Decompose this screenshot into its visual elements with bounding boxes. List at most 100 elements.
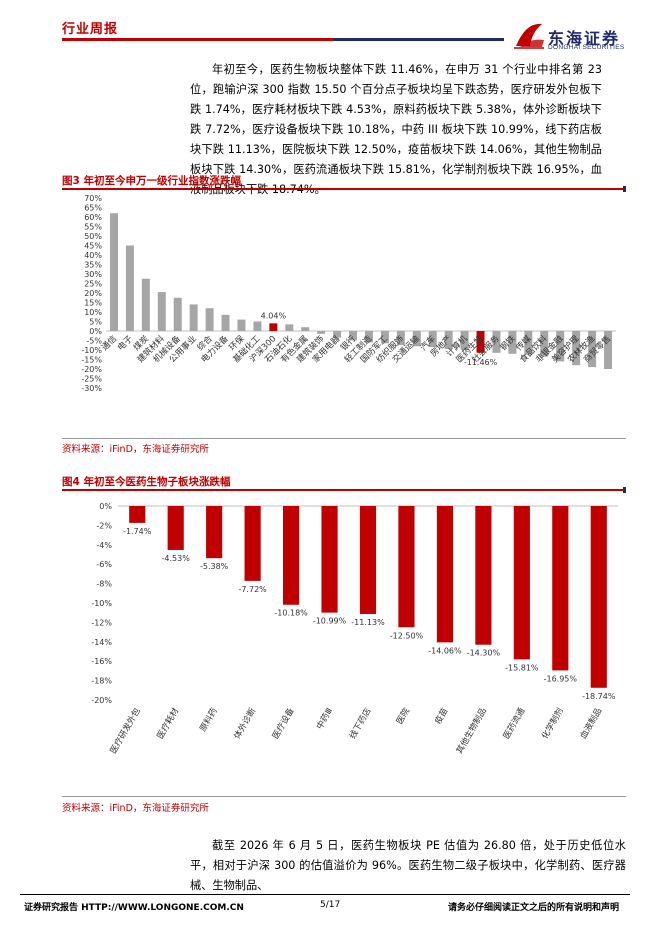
bar xyxy=(572,331,581,366)
figure3-source: 资料来源：iFinD，东海证券研究所 xyxy=(62,444,209,455)
data-label: -11.46% xyxy=(464,358,498,367)
bar xyxy=(205,308,214,331)
bar xyxy=(167,506,184,550)
data-label: -14.30% xyxy=(467,649,501,658)
bar xyxy=(364,331,373,343)
category-label: 疫苗 xyxy=(432,706,450,727)
data-label: -5.38% xyxy=(200,562,229,571)
bar xyxy=(396,331,405,346)
category-label: 血液制品 xyxy=(578,706,605,741)
bar xyxy=(492,331,501,353)
bar xyxy=(552,506,569,671)
data-label: -11.13% xyxy=(351,618,385,627)
data-label: -16.95% xyxy=(544,674,578,683)
bar xyxy=(476,331,485,353)
bar xyxy=(301,327,310,331)
bar xyxy=(556,331,565,362)
y-tick-label: -16% xyxy=(91,657,112,666)
bar xyxy=(513,506,530,660)
category-label: 化学制剂 xyxy=(539,706,566,741)
bar xyxy=(412,331,421,347)
bar xyxy=(333,331,342,338)
data-label: -18.74% xyxy=(582,692,616,701)
bar xyxy=(125,245,134,331)
bar xyxy=(269,323,278,331)
y-tick-label: 40% xyxy=(84,251,102,260)
figure3-chart: 70%65%60%55%50%45%40%35%30%25%20%15%10%5… xyxy=(81,194,616,393)
bar xyxy=(157,292,166,331)
y-tick-label: -25% xyxy=(81,375,102,384)
bar xyxy=(524,331,533,355)
body-paragraph-2: 截至 2026 年 6 月 5 日，医药生物板块 PE 估值为 26.80 倍，… xyxy=(190,836,626,896)
paragraph-text: 截至 2026 年 6 月 5 日，医药生物板块 PE 估值为 26.80 倍，… xyxy=(190,839,626,892)
body-paragraph-1: 年初至今，医药生物板块整体下跌 11.46%，在申万 31 个行业中排名第 23… xyxy=(190,60,602,200)
footer-left: 证券研究报告 HTTP://WWW.LONGONE.COM.CN xyxy=(24,903,244,913)
data-label: -10.99% xyxy=(313,617,347,626)
paragraph-text: 年初至今，医药生物板块整体下跌 11.46%，在申万 31 个行业中排名第 23… xyxy=(190,63,602,196)
y-tick-label: 15% xyxy=(84,299,102,308)
bar xyxy=(349,331,358,341)
bar xyxy=(380,331,389,344)
y-tick-label: -18% xyxy=(91,677,112,686)
bar xyxy=(237,319,246,331)
bar xyxy=(359,506,377,614)
data-label: -15.81% xyxy=(505,663,539,672)
y-tick-label: 0% xyxy=(99,502,112,511)
bar xyxy=(540,331,549,357)
y-tick-label: 20% xyxy=(84,289,102,298)
data-label: -10.18% xyxy=(274,609,308,618)
bar xyxy=(221,314,230,331)
y-tick-label: -8% xyxy=(96,580,112,589)
bar xyxy=(508,331,517,354)
category-label: 体外诊断 xyxy=(232,706,259,741)
bar xyxy=(189,304,198,331)
category-label: 医疗研发外包 xyxy=(108,706,143,756)
figure3-title: 图3 年初至今申万一级行业指数涨跌幅 xyxy=(62,175,241,187)
bar xyxy=(173,297,182,331)
category-label: 通信 xyxy=(99,333,119,353)
y-tick-label: -10% xyxy=(81,346,102,355)
figure3-source-rule xyxy=(62,438,626,439)
y-tick-label: 0% xyxy=(89,327,102,336)
category-label: 医疗耗材 xyxy=(155,706,182,741)
y-tick-label: -5% xyxy=(86,337,102,346)
category-label: 线下药店 xyxy=(347,706,374,741)
footer-disclaimer: 请务必仔细阅读正文之后的所有说明和声明 xyxy=(448,903,620,913)
bar xyxy=(285,324,294,331)
logo-text: 东海证券 xyxy=(548,29,621,48)
category-label: 中药Ⅲ xyxy=(314,706,335,731)
figure4-source-rule xyxy=(62,796,626,797)
header-title: 行业周报 xyxy=(62,22,119,37)
y-tick-label: -14% xyxy=(91,638,112,647)
data-label: 4.04% xyxy=(261,311,287,320)
logo-subtext: DONGHAI SECURITIES xyxy=(548,44,625,51)
header-rule-navy xyxy=(334,38,504,41)
y-tick-label: -30% xyxy=(81,384,102,393)
category-label: 其他生物制品 xyxy=(454,706,489,756)
y-tick-label: 25% xyxy=(84,280,102,289)
bar xyxy=(428,331,437,348)
bar xyxy=(253,321,262,331)
y-tick-label: -15% xyxy=(81,356,102,365)
y-tick-label: -4% xyxy=(96,541,112,550)
data-label: -12.50% xyxy=(390,631,424,640)
bar xyxy=(206,506,223,559)
footer-rule xyxy=(20,894,630,895)
bar xyxy=(590,506,607,688)
y-tick-label: 45% xyxy=(84,242,102,251)
bar xyxy=(283,506,300,605)
data-label: -14.06% xyxy=(428,646,462,655)
data-label: -4.53% xyxy=(162,554,191,563)
data-label: -1.74% xyxy=(123,527,152,536)
y-tick-label: 35% xyxy=(84,261,102,270)
y-tick-label: -12% xyxy=(91,618,112,627)
category-label: 医药流通 xyxy=(501,706,528,741)
category-label: 原料药 xyxy=(197,706,219,734)
y-tick-label: 10% xyxy=(84,308,102,317)
figure3-rule-end xyxy=(623,186,626,192)
y-tick-label: -2% xyxy=(96,521,112,530)
figure4-rule-end xyxy=(623,487,626,493)
y-tick-label: -20% xyxy=(91,696,112,705)
y-tick-label: -6% xyxy=(96,560,112,569)
bar xyxy=(321,506,338,613)
